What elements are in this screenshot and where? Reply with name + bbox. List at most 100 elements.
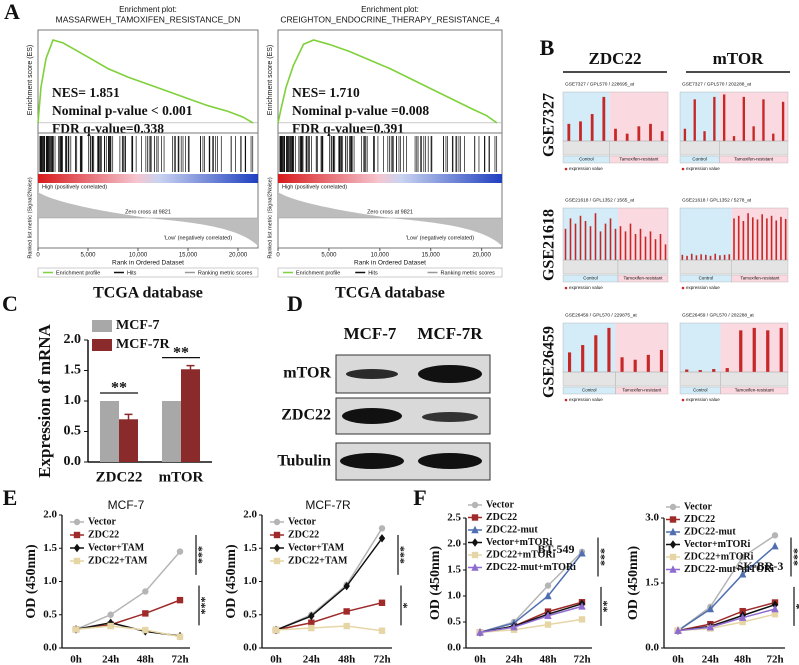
group-label: Tamoxifen-resistant: [622, 388, 662, 393]
panel-label: C: [2, 291, 18, 316]
marker: [308, 619, 315, 626]
sample-strip: [719, 140, 789, 156]
bar: [742, 221, 745, 260]
ranked-metric: [38, 192, 258, 246]
marker: [378, 627, 386, 634]
bar: [567, 123, 571, 141]
group-strip: [731, 274, 789, 283]
marker: [669, 565, 677, 573]
bar: [762, 99, 765, 141]
metric-label: 'Low' (negatively correlated): [164, 235, 232, 241]
band: [340, 453, 404, 469]
bar: [660, 131, 664, 141]
panel-label: A: [4, 0, 20, 24]
series-line: [677, 534, 776, 632]
marker: [273, 543, 281, 553]
plot-subtitle: CREIGHTON_ENDOCRINE_THERAPY_RESISTANCE_4: [280, 14, 500, 24]
group-label: Tamoxifen-resistant: [734, 157, 774, 162]
mini-title: GSE26459 / GPL570 / 202288_at: [682, 312, 754, 318]
marker: [544, 611, 552, 619]
bar: [690, 253, 693, 260]
marker: [343, 581, 350, 591]
x-tick-label: 20,000: [472, 253, 491, 259]
y-axis-label: OD (450nm): [428, 546, 443, 621]
x-tick-label: 0: [276, 253, 280, 259]
bar: [742, 96, 745, 141]
marker: [578, 616, 586, 623]
marker: [771, 532, 779, 539]
x-axis-label: Rank in Ordered Dataset: [354, 260, 426, 267]
bar: [723, 254, 726, 260]
y-tick-label: 1.5: [64, 363, 82, 378]
significance: ***: [597, 548, 611, 566]
legend-label: ZDC22-mut+mTORi: [684, 564, 774, 575]
marker: [471, 525, 479, 534]
bar: [756, 219, 759, 260]
bar: [681, 254, 684, 260]
y-tick-label: 1.5: [447, 564, 461, 576]
legend-label: Vector+TAM: [288, 542, 345, 553]
caption: TCGA database: [335, 285, 445, 302]
y-axis-label: OD (450nm): [24, 544, 39, 619]
x-tick-label: 48h: [734, 654, 751, 665]
marker: [669, 553, 677, 561]
series-line: [677, 601, 776, 632]
sample-strip: [562, 140, 610, 156]
legend-label: Ranking metric scores: [198, 270, 253, 276]
mini-frame: [679, 322, 789, 373]
series-line: [479, 552, 583, 634]
mini-frame: [562, 207, 669, 261]
row-label: GSE26459: [541, 326, 558, 398]
bar: [659, 234, 662, 260]
series-line: [75, 599, 181, 631]
marker: [510, 623, 518, 631]
group-label: Tamoxifen-resistant: [735, 388, 775, 393]
bar: [181, 369, 200, 462]
x-tick-label: 72h: [573, 654, 590, 665]
bar: [728, 254, 731, 260]
band: [418, 453, 482, 469]
legend-label: ZDC22+mTORi: [486, 549, 556, 560]
legend-dot: [564, 398, 568, 402]
marker: [107, 611, 114, 618]
legend-label: ZDC22: [288, 529, 319, 540]
bar: [654, 239, 657, 260]
bar: [589, 226, 592, 260]
significance: ***: [397, 546, 411, 564]
marker: [471, 514, 479, 521]
x-tick-label: 10,000: [371, 253, 390, 259]
rank-colorbar: [278, 174, 502, 183]
group-strip: [615, 386, 669, 395]
group-label: Control: [692, 157, 707, 162]
panel-label: E: [3, 485, 18, 510]
y-tick-label: 2.0: [43, 509, 57, 521]
legend-label: Vector+mTORi: [486, 537, 552, 548]
legend-label: expression value: [686, 397, 720, 402]
bar: [633, 359, 637, 372]
group-label: Tamoxifen-resistant: [740, 276, 780, 281]
x-tick-label: 15,000: [422, 253, 441, 259]
bar: [781, 101, 785, 141]
legend-label: ZDC22+mTORi: [684, 551, 754, 562]
group-background: [563, 92, 610, 141]
group-label: Tamoxifen-resistant: [623, 276, 663, 281]
marker: [272, 626, 280, 634]
series-line: [479, 605, 583, 634]
plot-title: Enrichment plot:: [361, 5, 419, 14]
panel-label: D: [287, 291, 303, 316]
legend-label: Vector: [486, 499, 515, 510]
legend-label: Hits: [127, 270, 137, 276]
x-tick-label: 72h: [171, 654, 188, 665]
x-tick-label: 15,000: [179, 253, 198, 259]
protein-label: ZDC22: [281, 407, 331, 424]
mini-title: GSE21618 / GPL1352 / 5278_at: [682, 197, 752, 203]
bar: [594, 335, 598, 372]
bar: [590, 114, 594, 141]
western-blot: [335, 354, 491, 481]
y-axis-label: Ranked list metric (Signal2Noise): [27, 177, 33, 258]
x-tick-label: 0: [36, 253, 40, 259]
series-line: [275, 602, 383, 631]
es-curve: [37, 39, 254, 124]
y-tick-label: 0.0: [64, 454, 82, 469]
legend-label: MCF-7R: [116, 337, 171, 352]
